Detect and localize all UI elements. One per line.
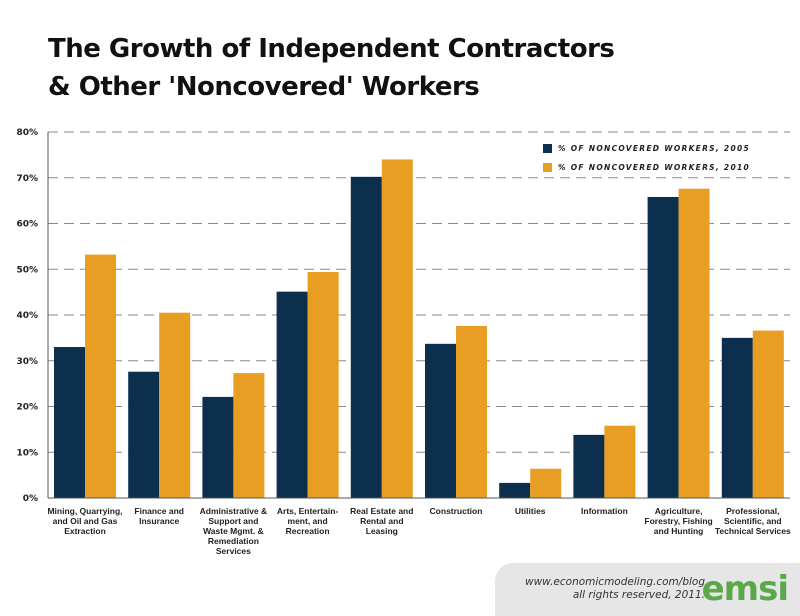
legend: % OF NONCOVERED WORKERS, 2005 % OF NONCO… (543, 139, 750, 177)
x-tick-label-line: Extraction (64, 526, 106, 536)
legend-swatch-2005 (543, 144, 552, 153)
y-tick-labels: 0% 10% 20% 30% 40% 50% 60% 70% 80% (16, 128, 38, 504)
y-tick-label: 60% (16, 220, 38, 230)
footer-text: www.economicmodeling.com/blog all rights… (525, 576, 705, 602)
x-tick-label-line: Forestry, Fishing (644, 516, 713, 526)
bar-2010 (752, 330, 784, 498)
x-tick-label-line: Professional, (726, 506, 780, 516)
bar-2010 (678, 188, 710, 499)
chart-title-line-2: & Other 'Noncovered' Workers (48, 72, 480, 102)
y-tick-label: 0% (23, 494, 38, 504)
bar-2010 (307, 271, 339, 498)
bar-2010 (456, 325, 487, 498)
axes (47, 132, 790, 499)
footer-rights: all rights reserved, 2011. (572, 589, 705, 601)
y-tick-label: 40% (16, 311, 38, 321)
bar-2005 (499, 482, 531, 498)
x-tick-label-line: ment, and (287, 516, 328, 526)
y-tick-label: 20% (16, 403, 38, 413)
bar-2005 (202, 396, 234, 498)
bar-2010 (85, 254, 116, 498)
bar-2005 (425, 343, 456, 498)
legend-item-2005: % OF NONCOVERED WORKERS, 2005 (543, 139, 750, 158)
legend-label-2010: % OF NONCOVERED WORKERS, 2010 (558, 163, 751, 172)
y-tick-label: 10% (16, 448, 38, 458)
bar-2010 (530, 468, 562, 498)
bar-2010 (159, 312, 191, 498)
legend-label-2005: % OF NONCOVERED WORKERS, 2005 (558, 144, 751, 153)
x-tick-label-line: and Oil and Gas (52, 516, 118, 526)
bar-2005 (128, 371, 160, 498)
footer-panel: www.economicmodeling.com/blog all rights… (495, 563, 800, 616)
emsi-logo: emsi (701, 569, 789, 609)
bar-2010 (233, 373, 265, 498)
x-tick-label-line: Agriculture, (654, 506, 703, 516)
x-tick-label: Professional, Scientific, and Technical Se… (715, 506, 791, 536)
x-tick-label: Construction (418, 506, 494, 516)
y-tick-label: 80% (16, 128, 38, 138)
x-tick-label-line: Finance and (134, 506, 184, 516)
x-tick-label-line: Recreation (285, 526, 330, 536)
x-tick-label-line: Services (215, 546, 251, 556)
legend-item-2010: % OF NONCOVERED WORKERS, 2010 (543, 158, 750, 177)
x-tick-label-line: Arts, Entertain- (276, 506, 339, 516)
bar-2005 (350, 176, 382, 498)
bar-2005 (276, 291, 308, 498)
bars (54, 159, 784, 499)
x-tick-label-line: Information (581, 506, 628, 516)
legend-swatch-2010 (543, 163, 552, 172)
x-tick-label: Utilities (492, 506, 568, 516)
bar-2010 (604, 425, 636, 498)
x-tick-label-line: Remediation (207, 536, 259, 546)
x-tick-label: Mining, Quarrying, and Oil and Gas Extract… (47, 506, 123, 536)
x-tick-label: Real Estate and Rental and Leasing (344, 506, 420, 536)
gridlines (48, 131, 790, 453)
x-tick-label-line: and Hunting (653, 526, 704, 536)
bar-2005 (721, 337, 753, 498)
footer-url[interactable]: www.economicmodeling.com/blog (525, 576, 705, 588)
x-tick-label-line: Real Estate and (350, 506, 414, 516)
bar-2005 (573, 434, 605, 498)
bar-2005 (647, 196, 679, 498)
y-tick-label: 70% (16, 174, 38, 184)
x-tick-label-line: Administrative & (199, 506, 268, 516)
x-tick-label-line: Construction (429, 506, 483, 516)
y-tick-label: 50% (16, 265, 38, 275)
y-tick-label: 30% (16, 357, 38, 367)
x-tick-label: Finance and Insurance (121, 506, 197, 526)
x-tick-label: Arts, Entertain-ment, and Recreation (270, 506, 346, 536)
x-tick-label-line: Rental and Leasing (360, 516, 404, 536)
x-tick-label-line: Scientific, and (723, 516, 782, 526)
x-tick-label-line: Waste Mgmt. & (203, 526, 264, 536)
x-tick-label-line: Insurance (139, 516, 180, 526)
x-tick-label-line: Mining, Quarrying, (47, 506, 123, 516)
x-tick-label: Information (566, 506, 642, 516)
bar-2010 (381, 159, 413, 498)
x-tick-label-line: Technical Services (714, 526, 791, 536)
chart-title-line-1: The Growth of Independent Contractors (48, 34, 615, 64)
chart-title: The Growth of Independent Contractors & … (48, 30, 615, 106)
x-tick-label: Agriculture, Forestry, Fishing and Hunting (641, 506, 717, 536)
x-tick-label-line: Utilities (514, 506, 546, 516)
x-tick-label: Administrative & Support and Waste Mgmt. &… (195, 506, 271, 556)
x-tick-label-line: Support and (208, 516, 259, 526)
bar-2005 (54, 347, 85, 498)
